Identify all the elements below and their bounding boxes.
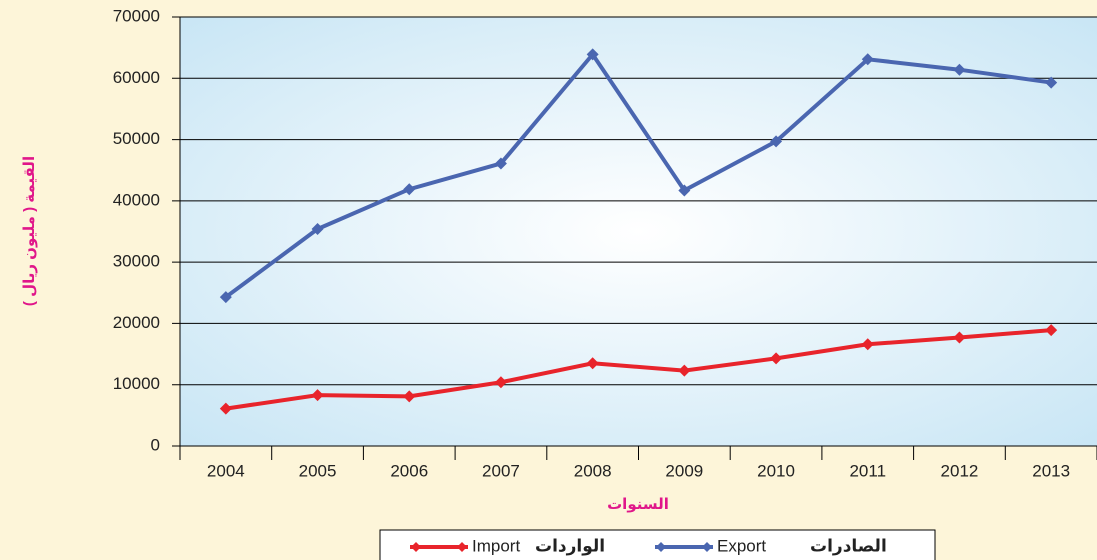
data-point bbox=[861, 338, 874, 351]
data-point bbox=[586, 357, 599, 370]
data-point bbox=[770, 135, 783, 148]
legend-label: Export bbox=[717, 536, 766, 555]
data-point bbox=[678, 364, 691, 377]
data-point bbox=[770, 352, 783, 365]
y-tick-label: 70000 bbox=[113, 6, 160, 25]
y-tick-label: 30000 bbox=[113, 252, 160, 271]
x-tick-label: 2008 bbox=[574, 461, 612, 480]
y-tick-label: 60000 bbox=[113, 68, 160, 87]
data-point bbox=[861, 53, 874, 66]
x-tick-label: 2007 bbox=[482, 461, 520, 480]
data-point bbox=[1045, 324, 1058, 337]
x-tick-label: 2010 bbox=[757, 461, 795, 480]
legend-marker bbox=[702, 542, 712, 552]
legend-label-ar: الصادرات bbox=[810, 536, 887, 555]
data-point bbox=[403, 183, 416, 196]
x-tick-label: 2006 bbox=[390, 461, 428, 480]
x-tick-label: 2013 bbox=[1032, 461, 1070, 480]
x-tick-label: 2012 bbox=[941, 461, 979, 480]
y-tick-label: 10000 bbox=[113, 374, 160, 393]
data-point bbox=[219, 402, 232, 415]
data-point bbox=[953, 63, 966, 76]
data-point bbox=[403, 390, 416, 403]
y-tick-label: 0 bbox=[151, 435, 160, 454]
data-point bbox=[953, 331, 966, 344]
data-point bbox=[678, 184, 691, 197]
x-tick-label: 2004 bbox=[207, 461, 245, 480]
series-line bbox=[224, 51, 1052, 299]
data-point bbox=[311, 389, 324, 402]
data-point bbox=[586, 48, 599, 61]
data-point bbox=[219, 291, 232, 304]
y-tick-label: 20000 bbox=[113, 313, 160, 332]
x-tick-label: 2005 bbox=[299, 461, 337, 480]
legend-label-ar: الواردات bbox=[535, 536, 605, 556]
legend-marker bbox=[457, 542, 467, 552]
data-point bbox=[1045, 76, 1058, 89]
data-point bbox=[311, 223, 324, 236]
y-axis-label: القيمة ( مليون ريال ) bbox=[21, 156, 38, 306]
x-tick-label: 2011 bbox=[849, 461, 886, 480]
x-tick-label: 2009 bbox=[665, 461, 703, 480]
plot-area bbox=[180, 17, 1097, 446]
series-line bbox=[225, 328, 1052, 411]
data-point bbox=[494, 376, 507, 389]
legend-marker bbox=[656, 542, 666, 552]
legend-marker bbox=[411, 542, 421, 552]
legend-label: Import bbox=[472, 536, 520, 555]
y-tick-label: 50000 bbox=[113, 129, 160, 148]
data-point bbox=[494, 157, 507, 170]
x-axis-label: السنوات bbox=[607, 496, 669, 513]
y-tick-label: 40000 bbox=[113, 190, 160, 209]
